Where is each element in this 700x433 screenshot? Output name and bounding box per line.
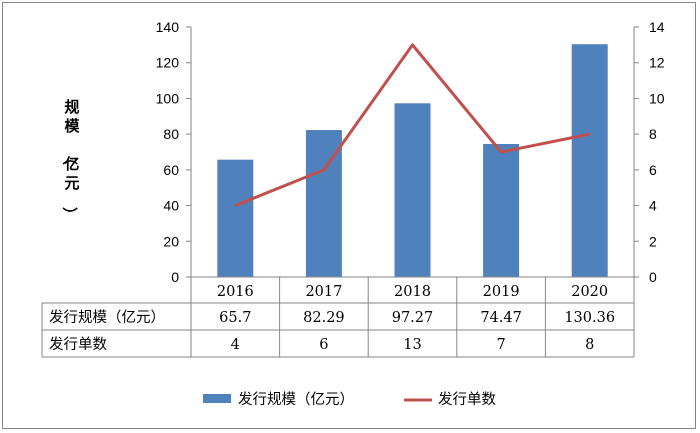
y-tick-label: 0 <box>171 269 179 285</box>
x-tick-label: 2018 <box>394 284 431 300</box>
y2-tick-label: 2 <box>649 233 657 249</box>
y-tick-label: 60 <box>163 162 179 178</box>
bar-2016 <box>217 159 254 277</box>
table-cell: 8 <box>585 337 594 353</box>
y2-tick-label: 10 <box>649 90 665 106</box>
legend-label-line: 发行单数 <box>438 391 496 408</box>
legend-label-bar: 发行规模（亿元） <box>238 391 354 408</box>
chart-frame <box>2 2 696 429</box>
table-cell: 13 <box>403 337 421 353</box>
y2-tick-label: 14 <box>649 19 665 35</box>
x-tick-label: 2016 <box>217 284 254 300</box>
y-tick-label: 120 <box>156 55 180 71</box>
table-cell: 6 <box>319 337 328 353</box>
y2-tick-label: 6 <box>649 162 657 178</box>
x-tick-label: 2017 <box>305 284 342 300</box>
y-tick-label: 100 <box>156 90 180 106</box>
y-tick-label: 80 <box>163 126 179 142</box>
x-tick-label: 2020 <box>571 284 608 300</box>
table-cell: 4 <box>231 337 240 353</box>
bar-2019 <box>483 144 520 277</box>
x-tick-label: 2019 <box>483 284 520 300</box>
table-row-label: 发行规模（亿元） <box>49 309 165 326</box>
bar-2018 <box>394 103 431 277</box>
y2-tick-label: 0 <box>649 269 657 285</box>
table-cell: 130.36 <box>564 310 615 326</box>
table-cell: 82.29 <box>303 310 345 326</box>
y-axis-title: 规模（亿元） <box>60 98 80 222</box>
legend-swatch-bar <box>203 394 231 403</box>
table-cell: 74.47 <box>480 310 522 326</box>
y-tick-label: 40 <box>163 198 179 214</box>
bar-2020 <box>571 44 608 277</box>
table-row-label: 发行单数 <box>49 336 107 353</box>
table-cell: 7 <box>496 337 505 353</box>
table-cell: 65.7 <box>219 310 251 326</box>
y2-tick-label: 12 <box>649 55 665 71</box>
y-tick-label: 20 <box>163 233 179 249</box>
y-tick-label: 140 <box>156 19 180 35</box>
y2-tick-label: 4 <box>649 198 657 214</box>
table-cell: 97.27 <box>392 310 434 326</box>
y2-tick-label: 8 <box>649 126 657 142</box>
